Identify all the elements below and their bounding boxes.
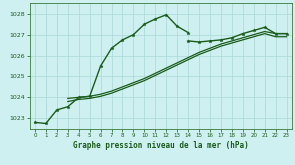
X-axis label: Graphe pression niveau de la mer (hPa): Graphe pression niveau de la mer (hPa): [73, 141, 249, 150]
